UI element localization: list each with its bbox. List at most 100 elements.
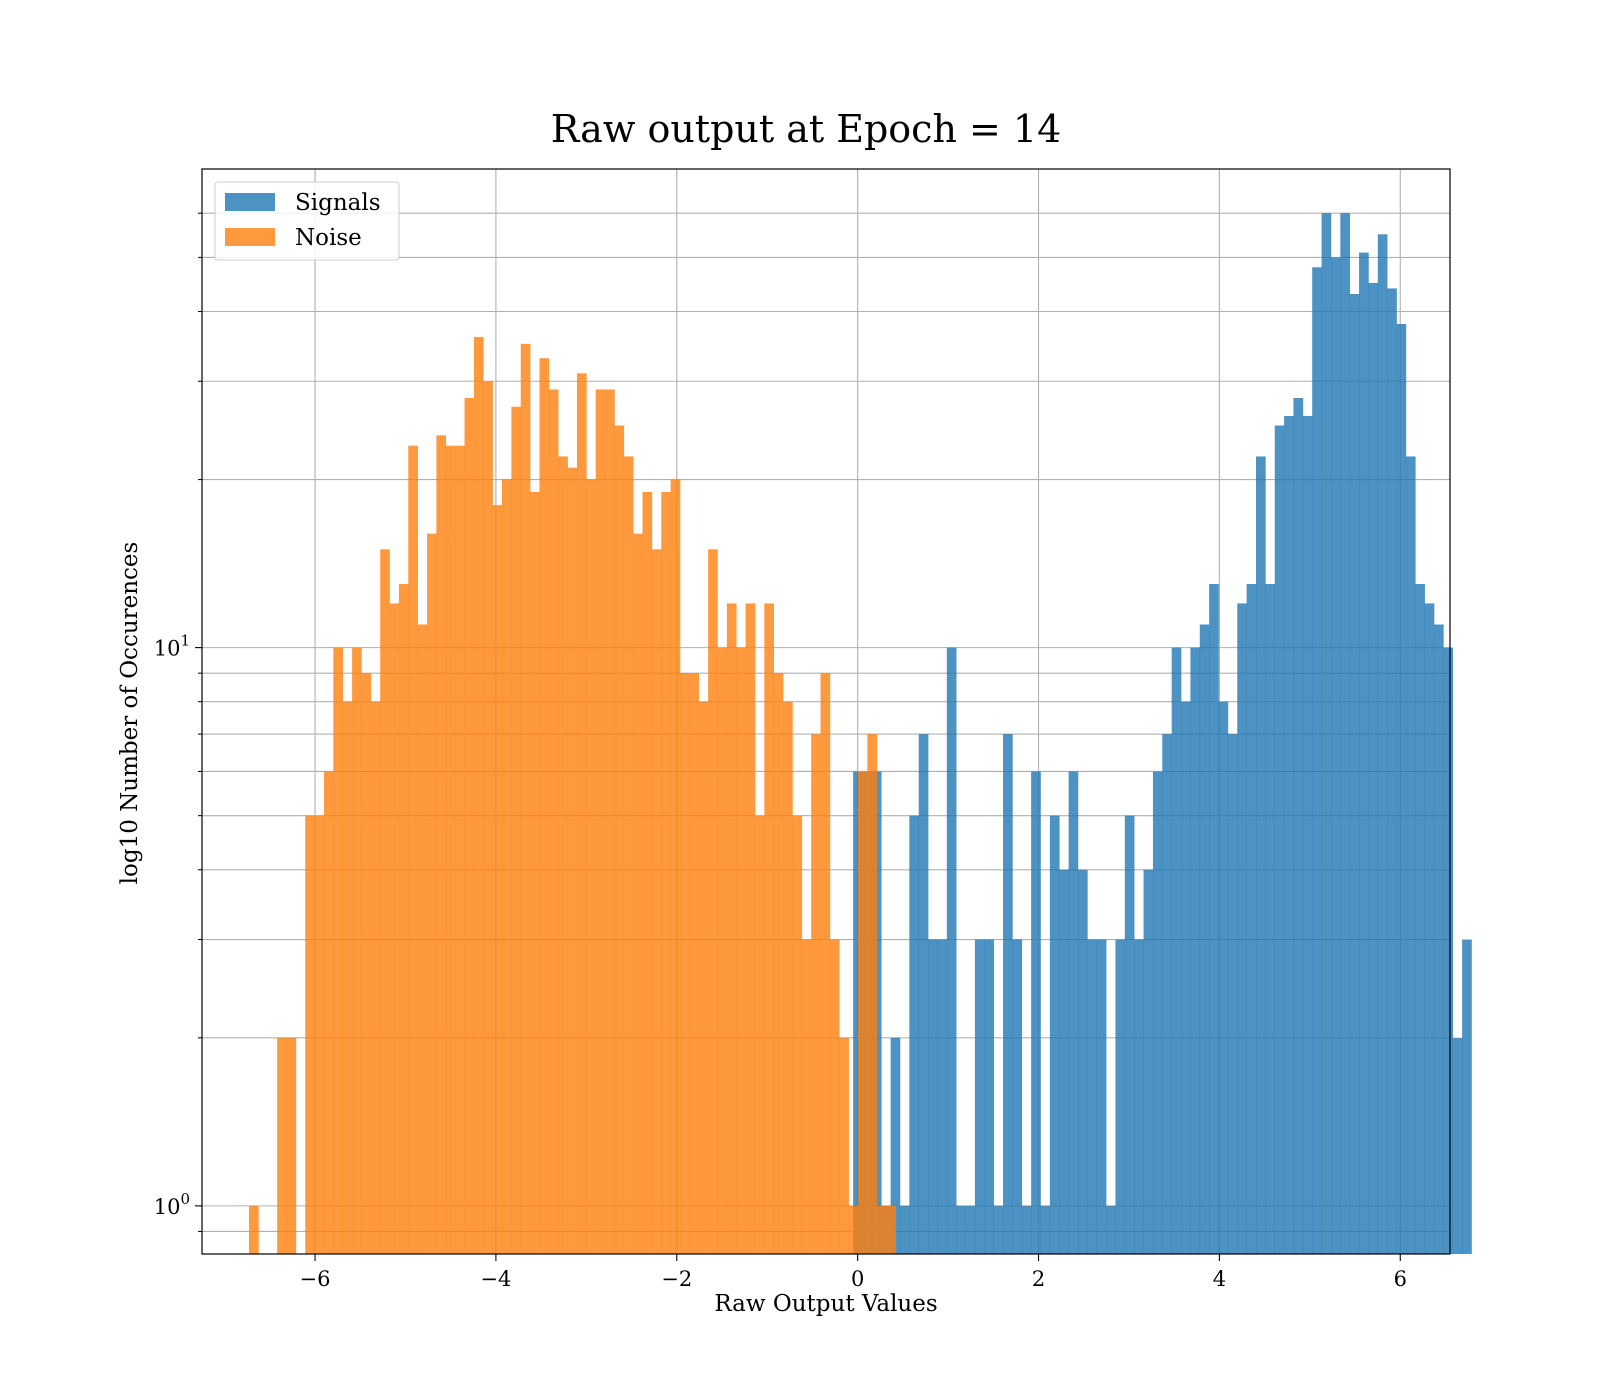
histogram-bar [286, 1037, 297, 1254]
histogram-bar [1387, 288, 1397, 1254]
histogram-bar [1068, 771, 1079, 1254]
x-tick-label: −4 [480, 1267, 511, 1291]
histogram-bar [1049, 815, 1060, 1254]
histogram-bar [1405, 456, 1416, 1254]
histogram-bar [890, 1037, 901, 1254]
histogram-bar [520, 343, 531, 1254]
histogram-bar [876, 1205, 887, 1254]
histogram-bar [1209, 584, 1219, 1254]
histogram-bar [380, 549, 390, 1254]
histogram-bar [249, 1205, 259, 1254]
histogram-bar [1340, 213, 1350, 1254]
plot-frame [201, 168, 1451, 1255]
x-tick-label: −2 [661, 1267, 692, 1291]
histogram-bar [323, 771, 334, 1254]
histogram-bar [1312, 267, 1322, 1254]
histogram-bar [661, 492, 671, 1254]
histogram-bar [314, 815, 325, 1254]
histogram-bar [1021, 1205, 1032, 1254]
histogram-bar [1359, 252, 1369, 1254]
histogram-bar [946, 647, 957, 1254]
histogram-bar [530, 492, 540, 1254]
histogram-bar [1087, 939, 1098, 1254]
histogram-bar [1040, 1205, 1051, 1254]
histogram-bar [867, 734, 878, 1254]
histogram-bar [305, 815, 315, 1254]
histogram-bar [370, 701, 381, 1254]
histogram-bar [853, 771, 863, 1254]
histogram-bar [1059, 869, 1069, 1254]
histogram-bar [1218, 701, 1229, 1254]
histogram-bar [492, 505, 503, 1254]
histogram-bar [839, 1037, 849, 1254]
histogram-bar [576, 373, 587, 1255]
histogram-bar [1190, 647, 1201, 1254]
histogram-bar [829, 939, 840, 1254]
histogram-bar [1162, 734, 1172, 1254]
histogram-bar [352, 647, 362, 1254]
x-tick-label: 0 [851, 1267, 864, 1291]
histogram-bar [614, 425, 625, 1254]
histogram-bar [1321, 213, 1332, 1254]
histogram-bar [670, 479, 681, 1254]
histogram-bar [455, 445, 465, 1254]
histogram-bar [567, 467, 578, 1254]
histogram-bar [427, 533, 437, 1254]
histogram-bar [342, 701, 353, 1254]
histogram-bar [783, 701, 793, 1254]
histogram-bar [511, 406, 522, 1254]
histogram-bar [398, 584, 409, 1254]
histogram-bar [965, 1205, 976, 1254]
x-tick-label: 6 [1394, 1267, 1407, 1291]
series-signals [853, 213, 1472, 1255]
histogram-bar [1284, 415, 1294, 1254]
histogram-bar [689, 673, 700, 1254]
legend-label-signals: Signals [295, 190, 381, 216]
histogram-bar [1396, 323, 1407, 1254]
histogram-bar [361, 673, 372, 1254]
histogram-bar [408, 445, 418, 1254]
histogram-bar [764, 603, 774, 1254]
histogram-bar [1255, 456, 1266, 1254]
histogram-bar [1227, 734, 1238, 1254]
histogram-bar [899, 1205, 910, 1254]
histogram-bar [1124, 815, 1135, 1254]
y-tick-label: 100 [154, 1190, 190, 1219]
legend: Signals Noise [214, 181, 400, 261]
histogram-bar [792, 815, 803, 1254]
histogram-bar [333, 647, 344, 1254]
histogram-bar [586, 479, 596, 1254]
histogram-bar [1096, 939, 1107, 1254]
histogram-bar [436, 435, 447, 1254]
series-noise [249, 337, 896, 1255]
histogram-bar [1106, 1205, 1116, 1254]
histogram-bar [974, 939, 985, 1254]
histogram-bar [773, 673, 784, 1254]
chart-title: Raw output at Epoch = 14 [551, 107, 1062, 151]
x-axis-label: Raw Output Values [714, 1291, 937, 1317]
histogram-bar [464, 397, 475, 1254]
histogram-bar [848, 1205, 859, 1254]
histogram-bar [1377, 234, 1388, 1255]
histogram-bar [558, 456, 568, 1254]
histogram-bar [277, 1037, 287, 1254]
histogram-bar [623, 456, 634, 1254]
histogram-bar [1302, 415, 1313, 1254]
histogram-bar [539, 358, 550, 1254]
histogram-bar [698, 701, 709, 1254]
ticks: −6 −4 −2 0 2 4 6 100 101 [154, 212, 1407, 1291]
histogram-bar [984, 939, 994, 1254]
histogram-bar [1077, 869, 1088, 1254]
histogram-bar [1031, 771, 1041, 1254]
histogram-bar [389, 603, 400, 1254]
histogram-bar [811, 734, 821, 1254]
histogram-bar [1349, 293, 1360, 1254]
histogram-bar [820, 673, 831, 1254]
histogram-bar [918, 734, 929, 1254]
histogram-bar [928, 939, 938, 1254]
histogram-bar [633, 533, 643, 1254]
histogram-bar [1199, 624, 1210, 1254]
histogram-bar [1424, 603, 1435, 1254]
